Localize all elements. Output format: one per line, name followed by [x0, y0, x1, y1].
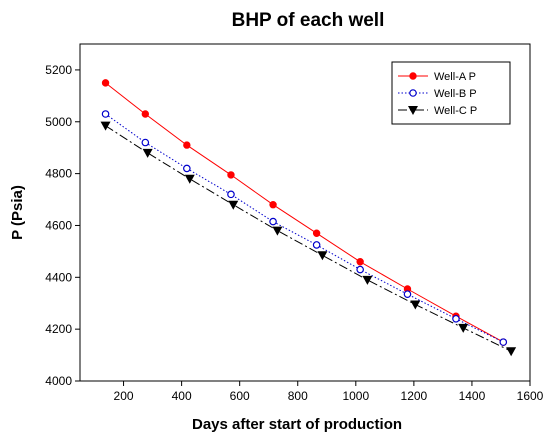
y-tick-label: 5200	[45, 63, 72, 77]
chart-title: BHP of each well	[232, 10, 385, 31]
series-layer	[100, 79, 517, 357]
data-point	[362, 275, 373, 285]
y-tick-label: 4400	[45, 270, 72, 284]
legend-label: Well-A P	[434, 71, 476, 83]
data-point	[410, 300, 421, 310]
data-point	[101, 79, 110, 87]
data-point	[312, 241, 321, 249]
y-axis-ticks: 4000 4200 4400 4600 4800 5000 5200	[45, 63, 80, 388]
data-point	[356, 258, 364, 266]
y-axis-label: P (Psia)	[9, 185, 26, 240]
x-tick-label: 200	[114, 389, 134, 403]
data-point	[317, 251, 328, 261]
data-point	[272, 226, 283, 236]
x-tick-label: 1000	[342, 389, 369, 403]
legend-label: Well-C P	[434, 105, 477, 117]
data-point	[227, 171, 235, 179]
data-point	[101, 110, 110, 118]
series-line	[105, 82, 504, 343]
data-point	[227, 190, 235, 199]
y-tick-label: 5000	[45, 115, 72, 129]
data-point	[183, 164, 191, 173]
legend-swatch-marker	[408, 106, 418, 115]
data-point	[100, 121, 111, 131]
data-point	[403, 290, 412, 298]
x-axis-ticks: 200 400 600 800 1000 1200 1400 1600	[114, 381, 544, 403]
series-line	[105, 125, 512, 352]
legend: Well-A P Well-B P Well-C P	[391, 61, 511, 125]
series-line	[105, 113, 504, 343]
legend-swatch-marker	[409, 89, 417, 97]
x-axis-label: Days after start of production	[192, 416, 402, 433]
data-point	[184, 174, 195, 184]
legend-label: Well-B P	[434, 88, 477, 100]
y-tick-label: 4800	[45, 167, 72, 181]
data-point	[356, 265, 364, 274]
legend-swatch-marker	[409, 72, 417, 80]
x-tick-label: 400	[172, 389, 192, 403]
data-point	[269, 217, 277, 226]
data-point	[506, 347, 517, 357]
series	[101, 110, 508, 346]
x-tick-label: 800	[288, 389, 308, 403]
data-point	[141, 110, 150, 118]
plot-area-frame	[79, 43, 531, 382]
x-tick-label: 1400	[459, 389, 486, 403]
data-point	[228, 200, 239, 210]
y-tick-label: 4600	[45, 218, 72, 232]
data-point	[141, 138, 150, 147]
data-point	[312, 229, 321, 237]
x-tick-label: 1600	[517, 389, 544, 403]
x-tick-label: 600	[230, 389, 250, 403]
data-point	[142, 148, 153, 158]
data-point	[499, 338, 508, 346]
data-point	[183, 141, 191, 149]
y-tick-label: 4200	[45, 322, 72, 336]
series	[100, 121, 517, 357]
data-point	[269, 201, 277, 209]
x-tick-label: 1200	[401, 389, 428, 403]
y-tick-label: 4000	[45, 374, 72, 388]
data-point	[458, 323, 469, 333]
data-point	[452, 314, 460, 323]
